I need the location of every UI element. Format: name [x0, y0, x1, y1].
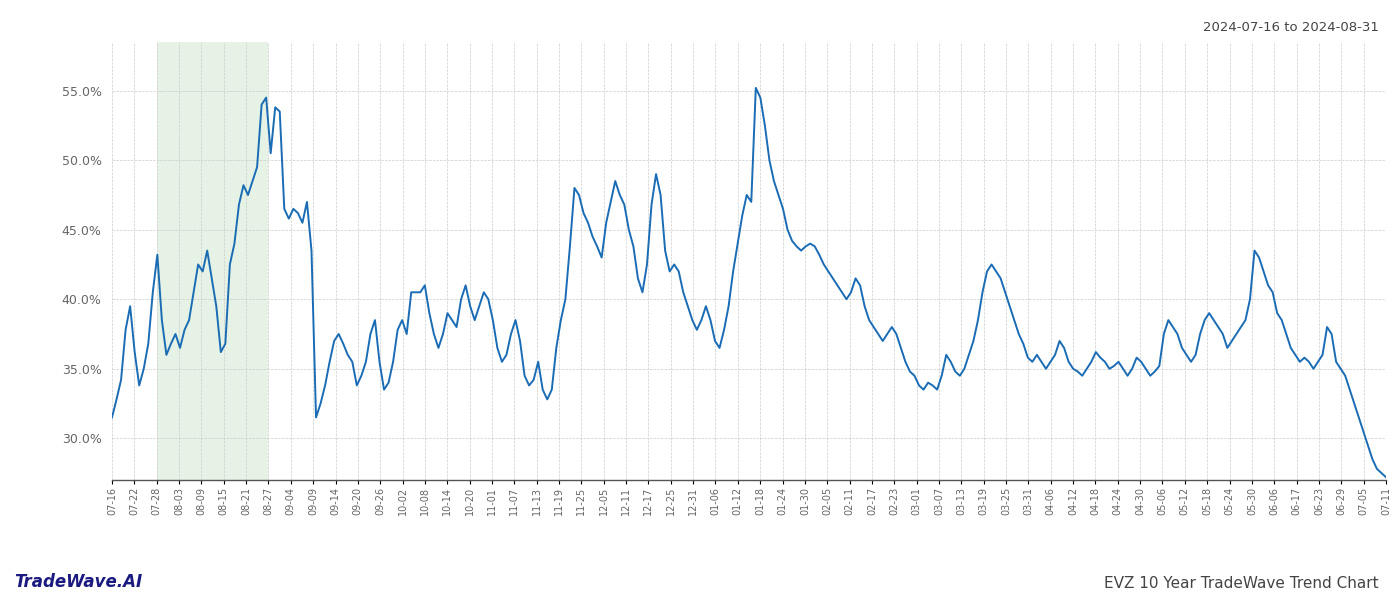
Text: 2024-07-16 to 2024-08-31: 2024-07-16 to 2024-08-31: [1203, 21, 1379, 34]
Bar: [157, 42, 269, 480]
Text: EVZ 10 Year TradeWave Trend Chart: EVZ 10 Year TradeWave Trend Chart: [1105, 576, 1379, 591]
Text: TradeWave.AI: TradeWave.AI: [14, 573, 143, 591]
